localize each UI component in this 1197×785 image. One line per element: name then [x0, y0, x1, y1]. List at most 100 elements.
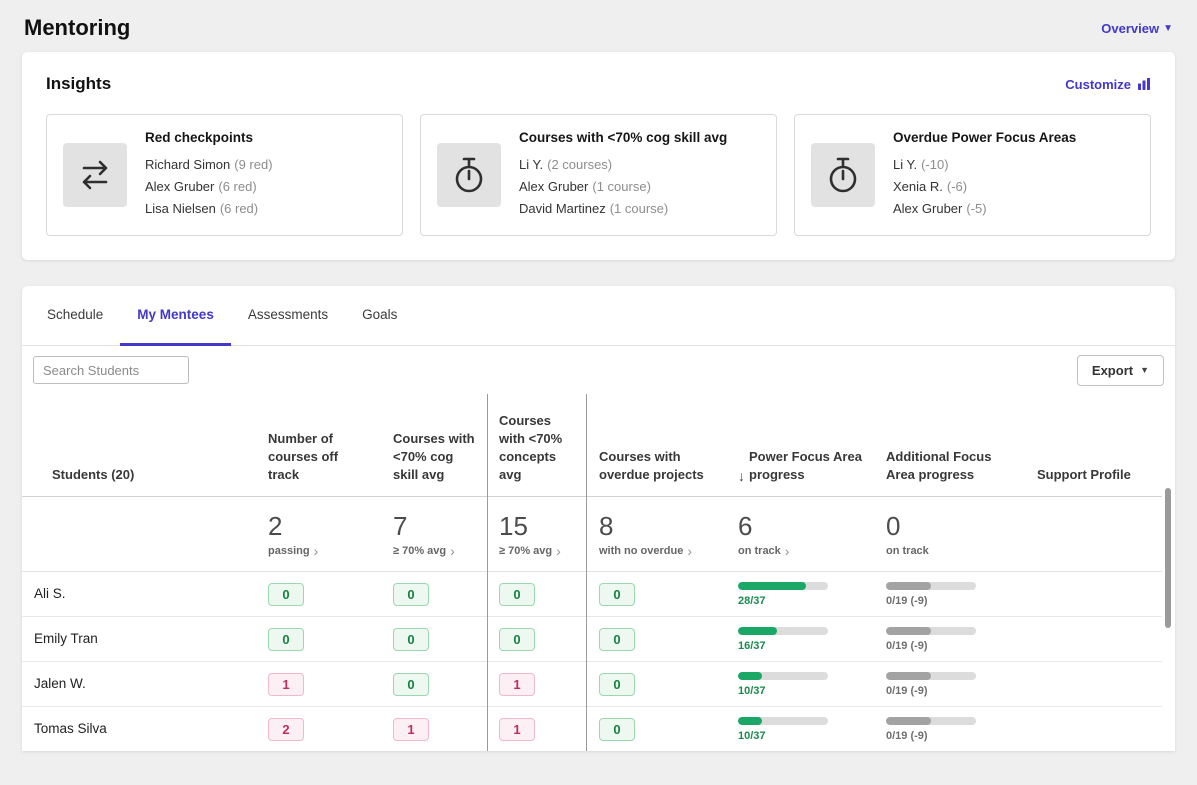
customize-button[interactable]: Customize — [1065, 77, 1151, 92]
count-badge[interactable]: 0 — [599, 582, 635, 606]
icon-box — [63, 143, 127, 207]
count-badge[interactable]: 1 — [499, 717, 535, 741]
summary-value: 7 — [393, 511, 408, 541]
count-badge[interactable]: 0 — [599, 717, 635, 741]
student-name[interactable]: Emily Tran — [34, 631, 98, 646]
summary-label: passing — [268, 545, 310, 557]
power-progress-bar — [738, 671, 828, 680]
column-header-additional-focus[interactable]: Additional Focus Area progress — [874, 394, 1025, 497]
power-progress-bar — [738, 581, 828, 590]
count-badge[interactable]: 0 — [393, 582, 429, 606]
export-button[interactable]: Export ▼ — [1076, 354, 1164, 386]
insight-item: Lisa Nielsen (6 red) — [145, 201, 259, 216]
insight-title: Red checkpoints — [145, 130, 254, 145]
additional-progress-bar — [886, 626, 976, 635]
summary-label: ≥ 70% avg — [393, 545, 447, 557]
insight-content: Courses with <70% cog skill avg Li Y. (2 … — [519, 130, 727, 220]
count-badge[interactable]: 0 — [599, 627, 635, 651]
export-label: Export — [1091, 362, 1134, 378]
additional-progress-bar — [886, 581, 976, 590]
tab-my-mentees[interactable]: My Mentees — [120, 286, 231, 346]
summary-label: ≥ 70% avg — [499, 545, 553, 557]
count-badge[interactable]: 1 — [393, 717, 429, 741]
support-profile-cell — [1025, 706, 1162, 751]
insight-item: Xenia R. (-6) — [893, 179, 968, 194]
mentees-panel: Schedule My Mentees Assessments Goals Ex… — [22, 286, 1175, 751]
column-header-students[interactable]: Students (20) — [22, 394, 256, 497]
power-progress-bar — [738, 716, 828, 725]
additional-progress-bar — [886, 671, 976, 680]
insight-card-cog-skill[interactable]: Courses with <70% cog skill avg Li Y. (2 … — [420, 114, 777, 236]
tab-schedule[interactable]: Schedule — [47, 307, 104, 322]
column-header-power-focus[interactable]: ↓ Power Focus Area progress — [726, 394, 874, 497]
additional-progress-label: 0/19 (-9) — [886, 729, 928, 742]
count-badge[interactable]: 0 — [393, 627, 429, 651]
icon-box — [811, 143, 875, 207]
student-name[interactable]: Tomas Silva — [34, 721, 107, 736]
column-header-off-track[interactable]: Number of courses off track — [256, 394, 381, 497]
summary-concepts[interactable]: 15 ≥ 70% avg › — [487, 496, 587, 572]
icon-box — [437, 143, 501, 207]
insight-content: Overdue Power Focus Areas Li Y. (-10) Xen… — [893, 130, 1076, 220]
chevron-right-icon: › — [784, 543, 790, 559]
summary-value: 15 — [499, 511, 528, 541]
insight-item: Richard Simon (9 red) — [145, 157, 273, 172]
summary-value: 2 — [268, 511, 283, 541]
search-input[interactable] — [33, 356, 189, 384]
insight-item: Alex Gruber (1 course) — [519, 179, 651, 194]
overview-selector[interactable]: Overview ▼ — [1101, 21, 1173, 36]
insights-title: Insights — [46, 74, 112, 93]
page-title: Mentoring — [24, 15, 131, 40]
summary-off-track[interactable]: 2 passing › — [256, 496, 381, 572]
column-header-support-profile[interactable]: Support Profile — [1025, 394, 1162, 497]
insight-card-overdue-focus-areas[interactable]: Overdue Power Focus Areas Li Y. (-10) Xen… — [794, 114, 1151, 236]
summary-row: 2 passing › 7 ≥ 70% avg › 15 ≥ 70% avg › 8 … — [22, 496, 1162, 572]
insights-header: Insights Customize — [46, 74, 1151, 94]
insight-item: Alex Gruber (-5) — [893, 201, 987, 216]
count-badge[interactable]: 0 — [393, 672, 429, 696]
count-badge[interactable]: 0 — [499, 627, 535, 651]
additional-progress-label: 0/19 (-9) — [886, 594, 928, 607]
insight-item: Alex Gruber (6 red) — [145, 179, 257, 194]
summary-power-focus[interactable]: 6 on track › — [726, 496, 874, 572]
tab-assessments[interactable]: Assessments — [247, 307, 329, 322]
sort-descending-icon: ↓ — [738, 468, 745, 484]
summary-empty — [1025, 496, 1162, 572]
column-header-label: Power Focus Area progress — [749, 449, 862, 482]
count-badge[interactable]: 0 — [499, 582, 535, 606]
insight-title: Overdue Power Focus Areas — [893, 130, 1077, 145]
summary-label: on track — [738, 545, 781, 557]
insight-item: Li Y. (2 courses) — [519, 157, 613, 172]
count-badge[interactable]: 1 — [499, 672, 535, 696]
power-progress-label: 10/37 — [738, 684, 766, 697]
column-header-cog-skill[interactable]: Courses with <70% cog skill avg — [381, 394, 487, 497]
vertical-scrollbar[interactable] — [1165, 488, 1171, 628]
student-name[interactable]: Jalen W. — [34, 676, 86, 691]
student-name[interactable]: Ali S. — [34, 586, 66, 601]
summary-value: 0 — [886, 511, 901, 541]
count-badge[interactable]: 2 — [268, 717, 304, 741]
insight-content: Red checkpoints Richard Simon (9 red) Ale… — [145, 130, 273, 220]
mentoring-page: Mentoring Overview ▼ Insights Customize — [22, 15, 1175, 751]
additional-progress-bar — [886, 716, 976, 725]
count-badge[interactable]: 1 — [268, 672, 304, 696]
table-header-row: Students (20) Number of courses off trac… — [22, 394, 1162, 497]
summary-value: 8 — [599, 511, 614, 541]
count-badge[interactable]: 0 — [268, 582, 304, 606]
bar-chart-icon — [1138, 78, 1150, 90]
tab-goals[interactable]: Goals — [362, 307, 398, 322]
table-row: Tomas Silva 2 1 1 0 10/37 0/19 (-9) — [22, 706, 1162, 751]
summary-cog-skill[interactable]: 7 ≥ 70% avg › — [381, 496, 487, 572]
summary-overdue[interactable]: 8 with no overdue › — [587, 496, 726, 572]
count-badge[interactable]: 0 — [268, 627, 304, 651]
column-header-concepts[interactable]: Courses with <70% concepts avg — [487, 394, 587, 497]
customize-label: Customize — [1065, 76, 1131, 92]
summary-value: 6 — [738, 511, 753, 541]
column-header-overdue[interactable]: Courses with overdue projects — [587, 394, 726, 497]
support-profile-cell — [1025, 571, 1162, 617]
insight-cards: Red checkpoints Richard Simon (9 red) Ale… — [46, 114, 1151, 236]
insight-item: Li Y. (-10) — [893, 157, 949, 172]
count-badge[interactable]: 0 — [599, 672, 635, 696]
insight-card-red-checkpoints[interactable]: Red checkpoints Richard Simon (9 red) Ale… — [46, 114, 403, 236]
chevron-right-icon: › — [313, 543, 319, 559]
